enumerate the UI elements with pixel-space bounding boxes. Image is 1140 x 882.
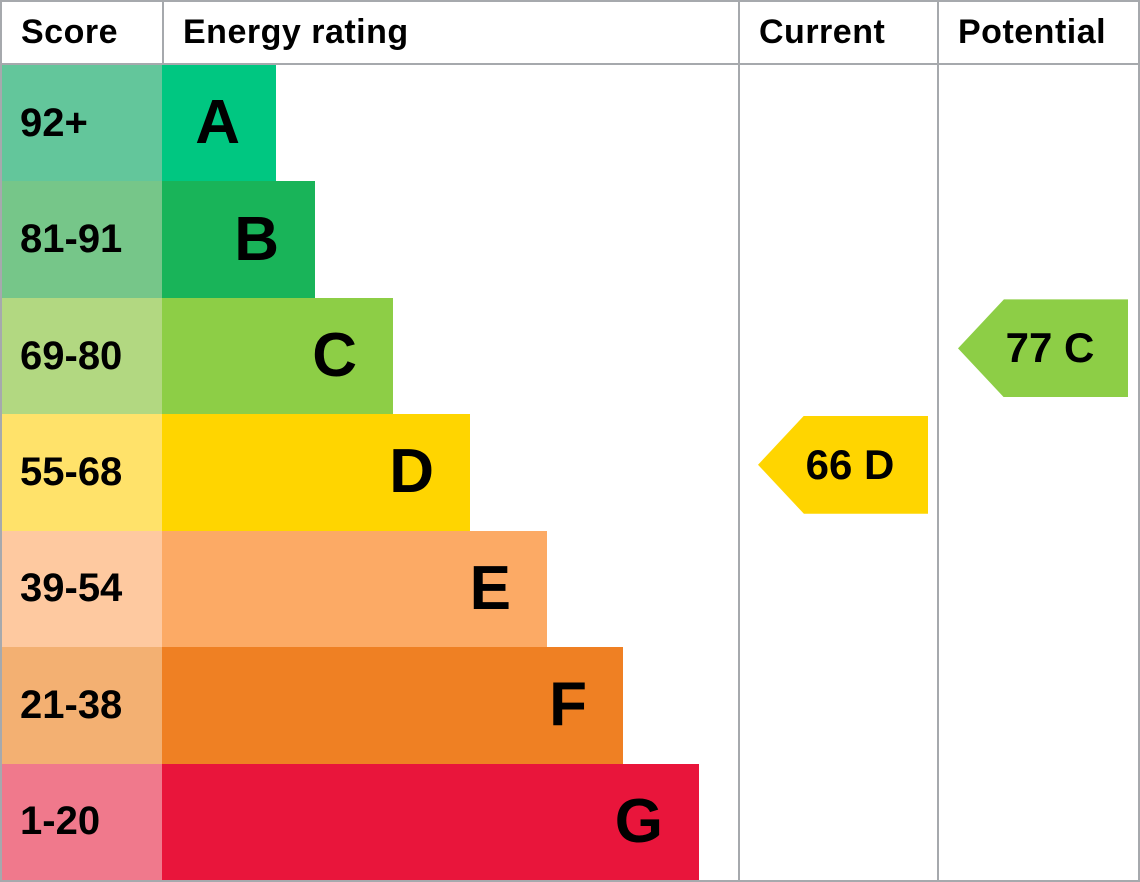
score-range-cell: 21-38 [2,647,162,764]
band-row-d: 55-68 D [2,414,1138,531]
current-column-divider [738,65,740,880]
band-letter: F [549,670,587,740]
band-letter: C [312,321,357,391]
band-row-c: 69-80 C [2,297,1138,415]
band-bar-f: F [162,647,623,764]
band-letter: A [195,88,240,158]
score-range-label: 39-54 [20,566,123,611]
band-bar-e: E [162,530,547,648]
band-row-b: 81-91 B [2,181,1138,298]
energy-rating-column-header: Energy rating [162,2,738,63]
band-letter: D [389,437,434,507]
potential-rating-label: 77 C [1005,324,1095,372]
band-bar-c: C [162,297,393,415]
current-header-label: Current [759,13,886,51]
score-range-label: 69-80 [20,333,123,378]
potential-header-label: Potential [958,13,1107,51]
header-row: Score Energy rating Current Potential [2,2,1138,65]
band-letter: E [469,553,511,623]
score-header-label: Score [21,13,118,51]
score-range-cell: 69-80 [2,297,162,415]
score-column-header: Score [2,2,162,63]
score-range-cell: 92+ [2,65,162,182]
potential-column-divider [937,65,939,880]
current-column-header: Current [738,2,937,63]
score-range-cell: 1-20 [2,763,162,880]
band-row-g: 1-20 G [2,763,1138,880]
band-rows-container: 92+ A 81-91 B 69-80 C 55-68 D 39-54 [2,65,1138,880]
band-letter: B [234,204,279,274]
current-rating-label: 66 D [805,440,895,488]
band-letter: G [614,786,663,856]
band-bar-a: A [162,65,276,182]
score-range-label: 92+ [20,100,88,145]
score-range-label: 21-38 [20,682,123,727]
energy-rating-header-label: Energy rating [183,13,409,51]
score-range-label: 81-91 [20,217,123,262]
band-bar-d: D [162,414,470,531]
potential-column-header: Potential [937,2,1138,63]
band-bar-g: G [162,763,699,880]
score-range-label: 1-20 [20,799,101,844]
band-row-e: 39-54 E [2,530,1138,648]
score-range-cell: 81-91 [2,181,162,298]
band-row-a: 92+ A [2,65,1138,182]
score-range-cell: 39-54 [2,530,162,648]
score-range-label: 55-68 [20,449,123,494]
band-row-f: 21-38 F [2,647,1138,764]
score-range-cell: 55-68 [2,414,162,531]
band-bar-b: B [162,181,315,298]
